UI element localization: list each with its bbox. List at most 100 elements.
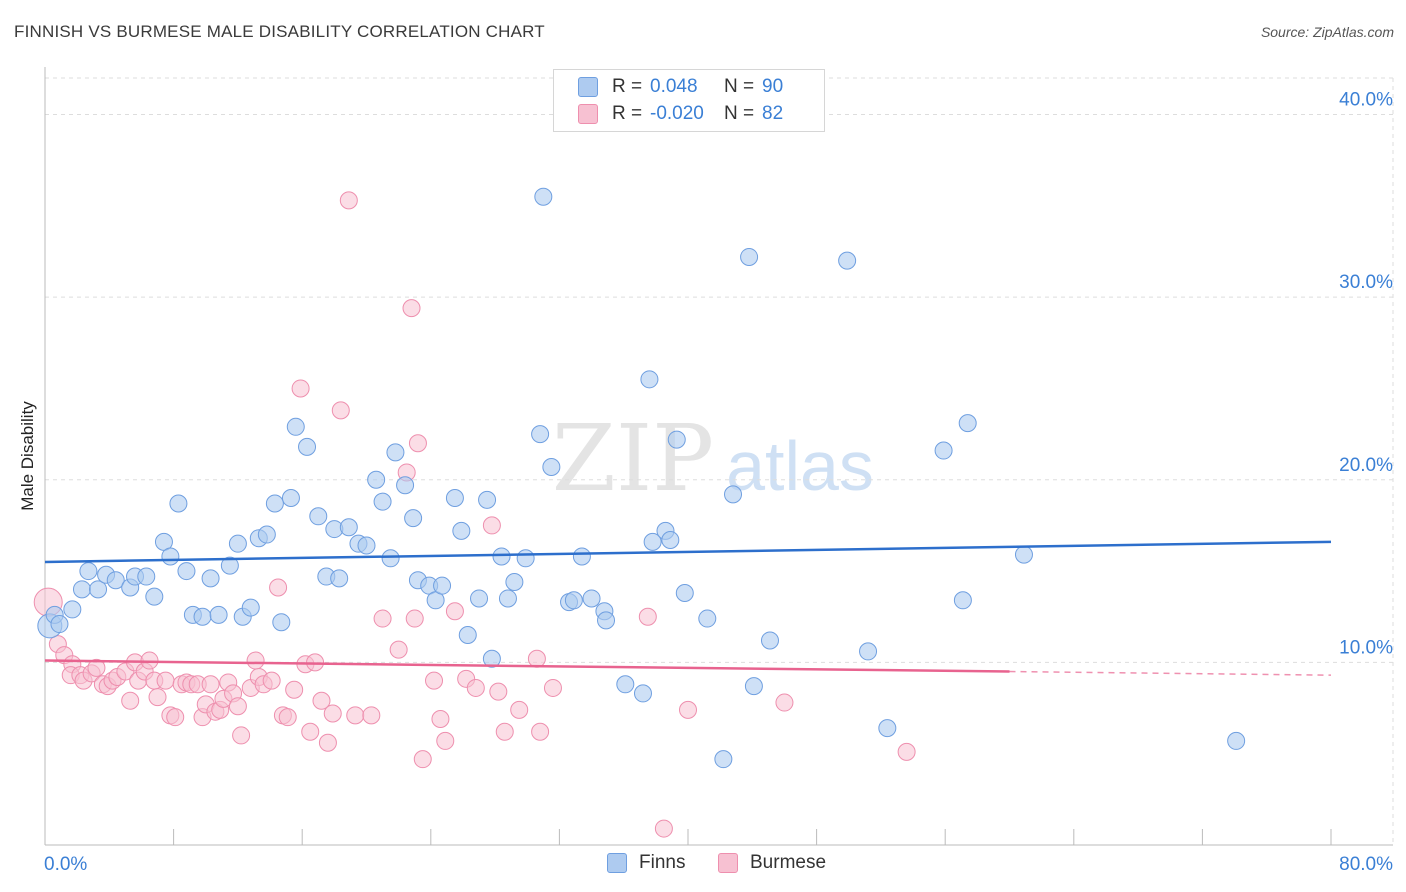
- finns-point: [740, 247, 759, 266]
- finns-point: [381, 549, 400, 568]
- burmese-point: [323, 704, 342, 723]
- burmese-point: [408, 434, 427, 453]
- finns-point: [597, 611, 616, 630]
- finns-point: [458, 625, 477, 644]
- finns-point: [878, 719, 897, 738]
- burmese-point: [431, 709, 450, 728]
- burmese-point: [679, 700, 697, 719]
- correlation-legend: R = 0.048 N = 90 R = -0.020 N = 82: [553, 69, 825, 132]
- finns-point: [373, 492, 392, 511]
- burmese-point: [87, 658, 106, 677]
- burmese-point: [262, 671, 281, 690]
- finns-point: [445, 489, 464, 508]
- burmese-point: [389, 640, 408, 659]
- y-tick-label: 10.0%: [1339, 637, 1393, 658]
- burmese-point: [531, 722, 550, 741]
- burmese-point: [156, 671, 175, 690]
- burmese-swatch: [578, 104, 598, 124]
- finns-point: [220, 556, 239, 575]
- finns-point: [50, 615, 69, 634]
- burmese-point: [489, 682, 508, 701]
- burmese-point: [312, 691, 331, 710]
- burmese-point: [638, 607, 657, 626]
- finns-point: [616, 675, 635, 694]
- x-tick-label-min: 0.0%: [44, 854, 87, 875]
- finns-point: [478, 490, 497, 509]
- y-tick-label: 20.0%: [1339, 455, 1393, 476]
- burmese-point: [527, 649, 546, 668]
- finns-point: [958, 414, 977, 433]
- finns-point: [63, 600, 82, 619]
- burmese-point: [166, 708, 185, 727]
- burmese-point: [482, 516, 501, 535]
- burmese-point: [405, 609, 424, 628]
- x-tick-label-max: 80.0%: [1339, 854, 1393, 875]
- burmese-point: [436, 731, 455, 750]
- finns-point: [89, 580, 108, 599]
- finns-point: [209, 605, 228, 624]
- burmese-r-value: -0.020: [650, 103, 704, 124]
- finns-point: [79, 562, 98, 581]
- finns-point: [228, 534, 247, 553]
- finns-point: [582, 589, 601, 608]
- finns-point: [201, 569, 220, 588]
- finns-point: [505, 573, 524, 592]
- burmese-point: [362, 706, 381, 725]
- burmese-point: [445, 602, 464, 621]
- finns-point: [177, 562, 196, 581]
- burmese-point: [246, 651, 265, 670]
- finns-point: [1227, 731, 1246, 750]
- finns-point: [542, 457, 561, 476]
- finns-r-label: R =: [612, 76, 643, 97]
- finns-point: [145, 587, 164, 606]
- finns-point: [675, 583, 694, 602]
- axes: [44, 67, 1393, 846]
- watermark-zip: ZIP: [552, 405, 714, 512]
- legend-item-finns[interactable]: Finns: [607, 852, 685, 874]
- burmese-legend-swatch: [718, 853, 738, 873]
- finns-n-label: N =: [724, 76, 755, 97]
- finns-point: [838, 251, 857, 270]
- burmese-point: [543, 678, 562, 697]
- burmese-n-value: 82: [762, 103, 784, 124]
- y-tick-label: 40.0%: [1339, 90, 1393, 111]
- finns-point: [1014, 545, 1033, 564]
- burmese-point: [285, 680, 304, 699]
- finns-point: [367, 470, 386, 489]
- finns-point: [404, 509, 423, 528]
- finns-point: [309, 507, 328, 526]
- finns-r-value: 0.048: [650, 76, 698, 97]
- burmese-r-label: R =: [612, 103, 643, 124]
- finns-point: [744, 677, 763, 696]
- burmese-point: [775, 693, 794, 712]
- finns-point: [661, 531, 680, 550]
- burmese-points: [33, 191, 916, 838]
- burmese-point: [278, 708, 297, 727]
- finns-point: [531, 425, 550, 444]
- finns-point: [193, 607, 212, 626]
- legend-row-burmese: R = -0.020 N = 82: [578, 102, 783, 126]
- finns-point: [161, 547, 180, 566]
- source-label: Source: ZipAtlas.com: [1260, 24, 1394, 40]
- burmese-point: [318, 733, 337, 752]
- chart-title: FINNISH VS BURMESE MALE DISABILITY CORRE…: [14, 22, 545, 41]
- finns-point: [281, 489, 300, 508]
- trend-lines: [44, 540, 1332, 676]
- finns-point: [257, 525, 276, 544]
- finns-legend-label: Finns: [639, 852, 686, 873]
- burmese-trend-line: [44, 659, 1010, 673]
- burmese-n-label: N =: [724, 103, 755, 124]
- finns-point: [137, 567, 156, 586]
- burmese-point: [301, 722, 320, 741]
- legend-item-burmese[interactable]: Burmese: [718, 852, 826, 874]
- burmese-point: [269, 578, 288, 597]
- finns-point: [286, 417, 305, 436]
- finns-point: [72, 580, 91, 599]
- finns-point: [640, 370, 659, 389]
- finns-point: [357, 536, 376, 555]
- finns-point: [272, 613, 291, 632]
- burmese-point: [510, 700, 529, 719]
- finns-point: [386, 443, 405, 462]
- burmese-point: [232, 726, 251, 745]
- finns-point: [698, 609, 717, 628]
